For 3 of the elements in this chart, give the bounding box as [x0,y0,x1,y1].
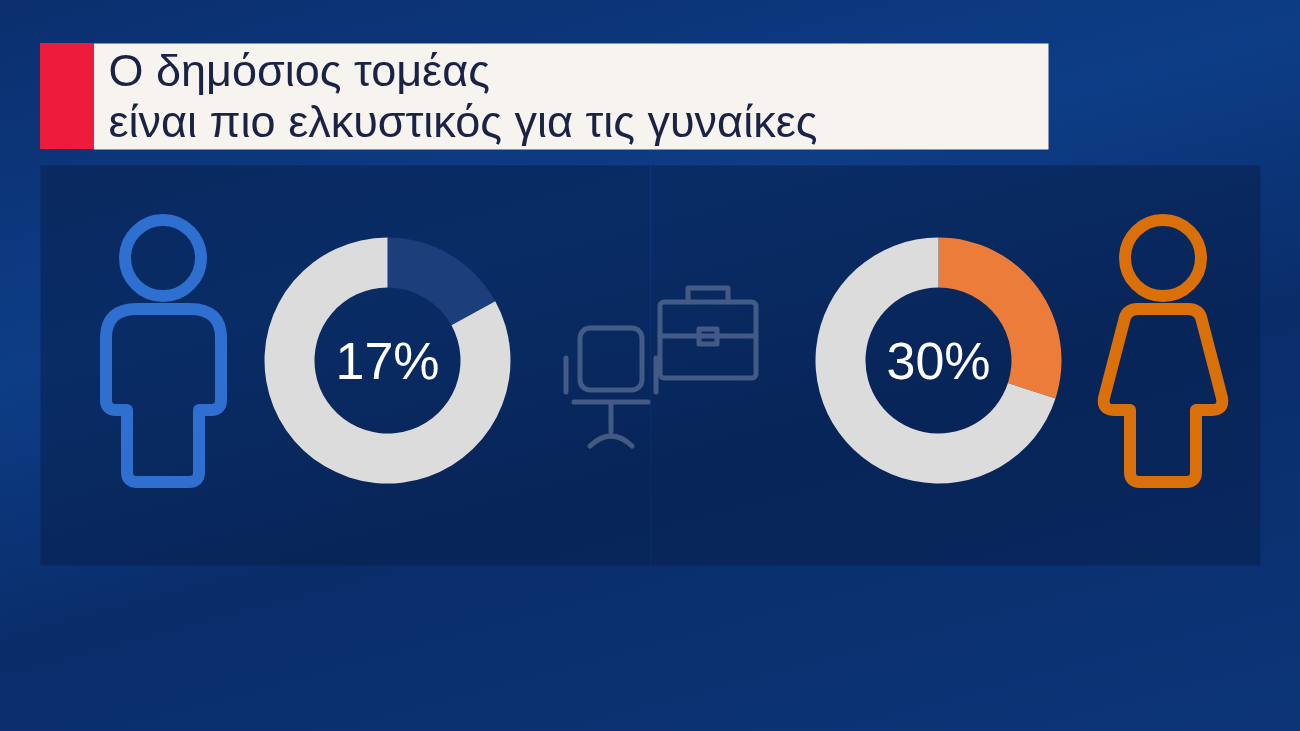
data-label: 30% [886,331,991,390]
chart-title: Ο δημόσιος τομέας είναι πιο ελκυστικός για τις γυναίκες [108,45,818,147]
data-label: 17% [335,331,440,390]
